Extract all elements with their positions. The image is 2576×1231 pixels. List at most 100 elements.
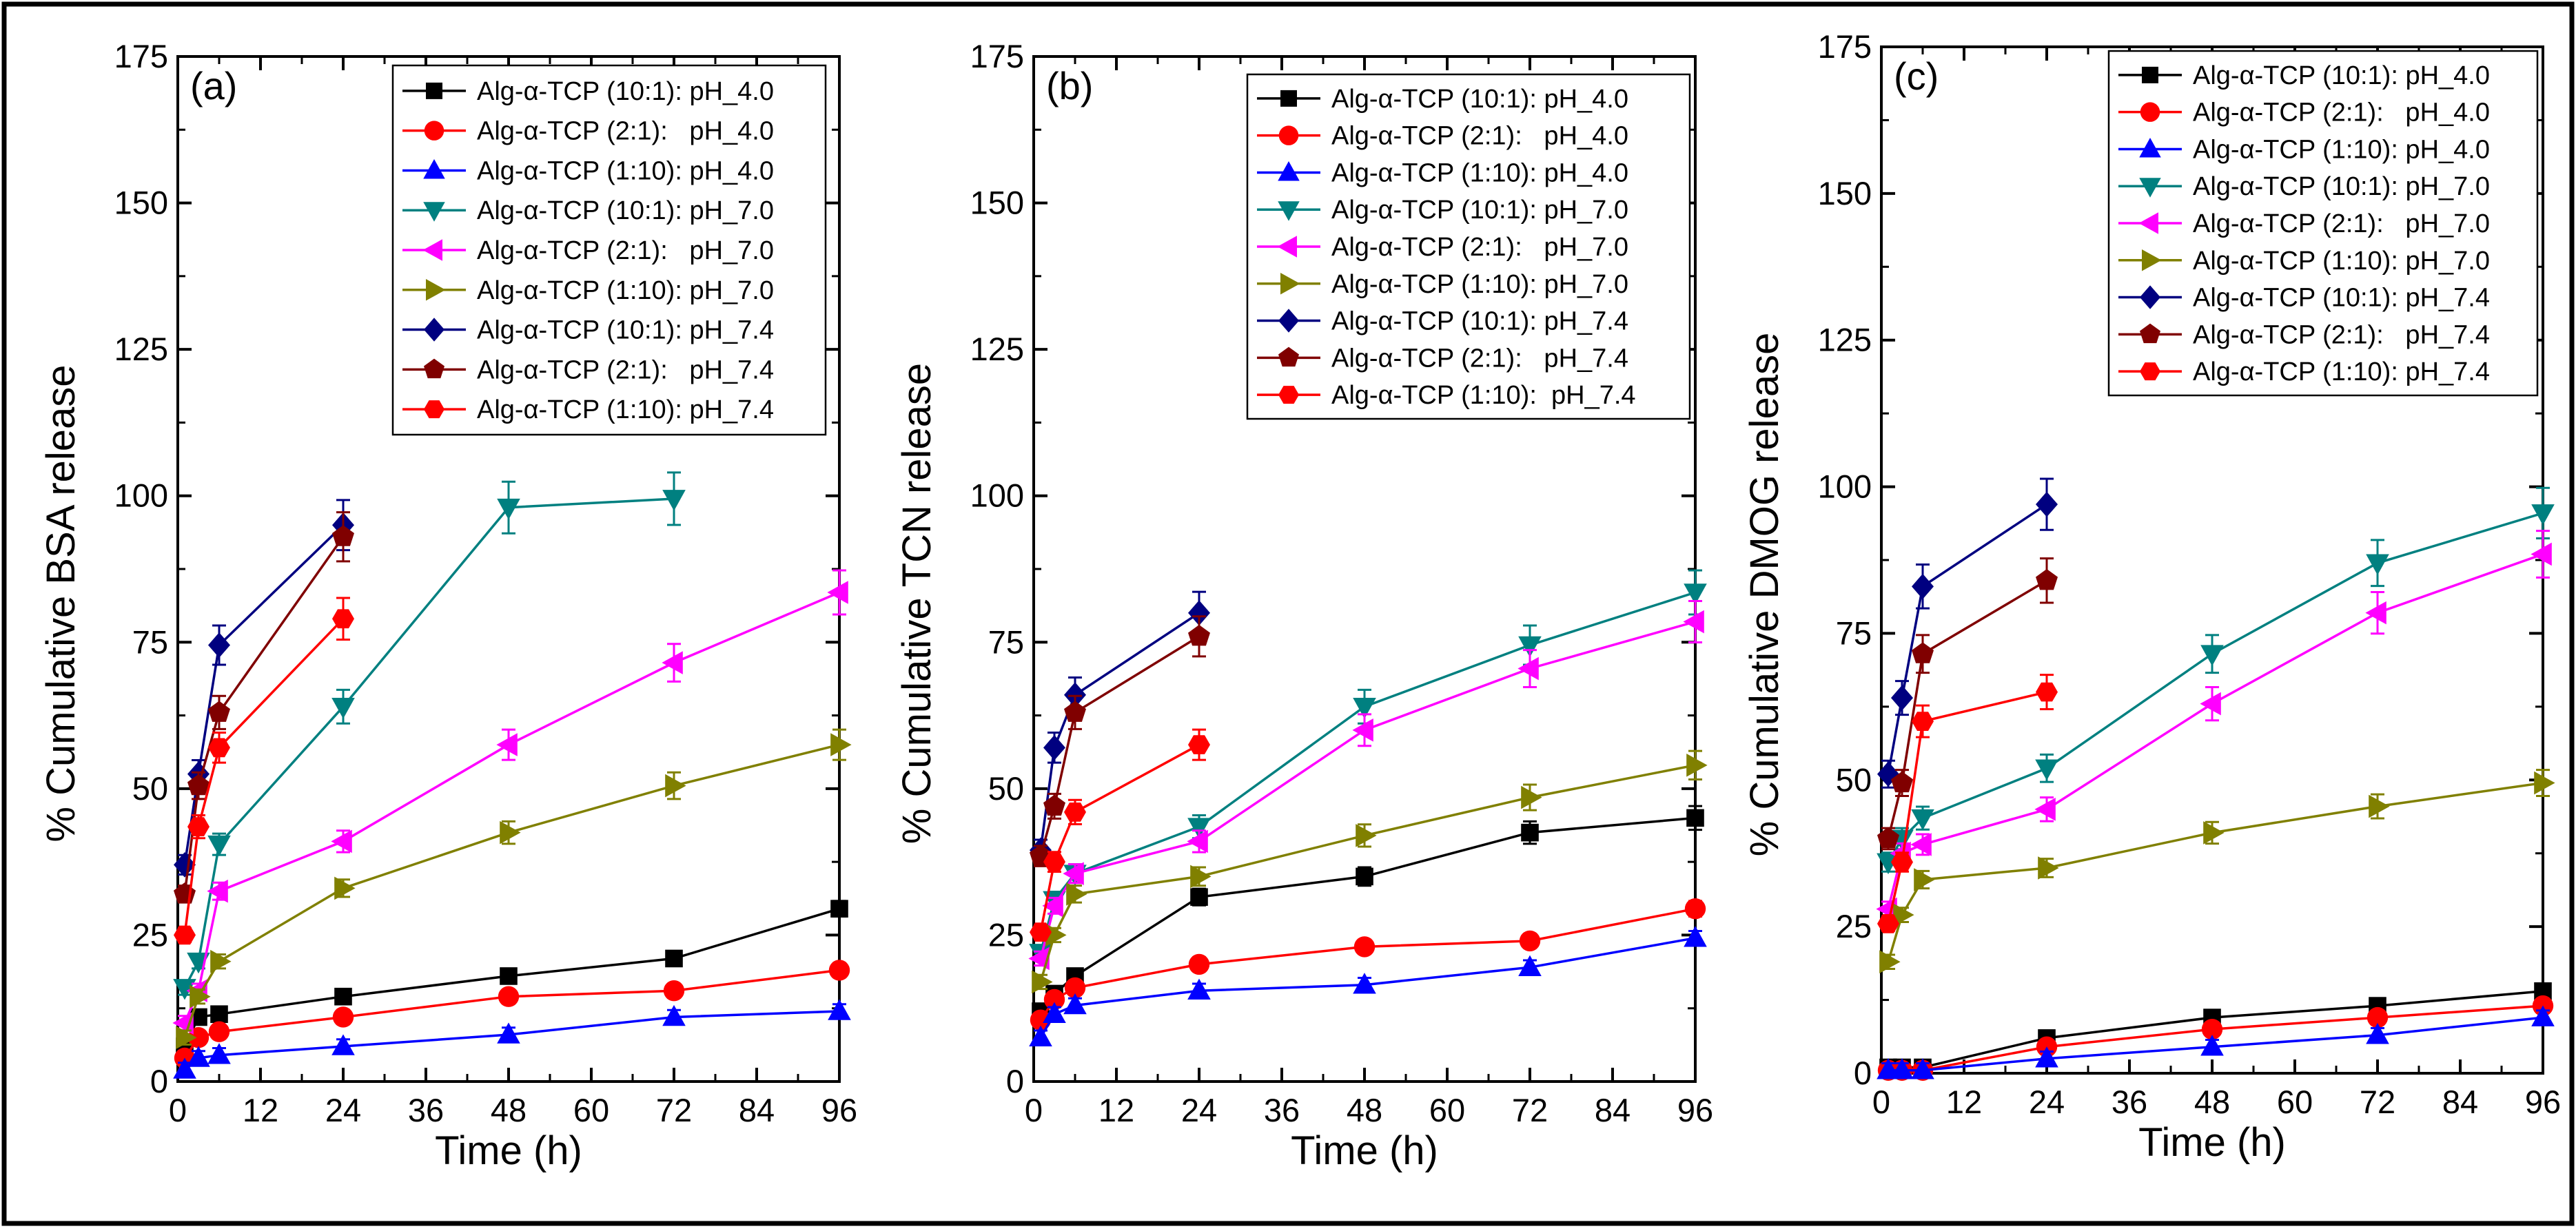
- x-tick-label: 0: [1872, 1084, 1890, 1120]
- data-point: [187, 817, 209, 836]
- series-3: [1877, 1005, 2555, 1079]
- data-point: [1187, 978, 1211, 1000]
- data-point: [1518, 636, 1542, 658]
- data-point: [1521, 823, 1539, 842]
- legend-marker: [2140, 285, 2160, 309]
- legend-marker: [2139, 178, 2161, 198]
- data-point: [1352, 718, 1373, 742]
- legend-marker: [1278, 161, 1300, 181]
- legend-marker: [426, 279, 446, 301]
- data-point: [500, 820, 521, 845]
- data-point: [331, 1034, 355, 1055]
- y-tick-label: 100: [114, 477, 168, 514]
- data-point: [2367, 1006, 2389, 1028]
- panel-a: 0 12 24 36 48 60 72 84 96 0 25 50 75 100 125 150 175 Time…: [39, 38, 857, 1173]
- x-tick-label: 36: [1264, 1092, 1300, 1128]
- data-point: [1684, 926, 1707, 947]
- data-point: [1891, 685, 1913, 711]
- data-point: [1910, 833, 1932, 856]
- data-point: [1028, 946, 1050, 971]
- legend-marker: [2140, 362, 2160, 381]
- data-point: [2036, 491, 2058, 517]
- y-tick-label: 75: [132, 623, 168, 660]
- x-axis-title: Time (h): [2138, 1120, 2286, 1165]
- y-tick-label: 175: [1818, 28, 1872, 65]
- data-point: [2531, 1005, 2555, 1026]
- series-3: [173, 999, 851, 1079]
- data-point: [1043, 989, 1065, 1011]
- data-point: [1891, 852, 1913, 872]
- x-tick-label: 84: [739, 1092, 775, 1128]
- data-point: [1042, 894, 1063, 918]
- data-point: [1877, 827, 1899, 848]
- data-point: [1043, 852, 1065, 871]
- data-point: [2036, 682, 2058, 702]
- data-point: [828, 960, 850, 981]
- data-point: [2200, 645, 2224, 666]
- data-point: [207, 835, 231, 857]
- y-tick-label: 175: [114, 38, 168, 74]
- data-point: [1912, 642, 1934, 663]
- series-9: [1030, 728, 1210, 942]
- data-point: [1063, 993, 1087, 1015]
- legend-marker: [2140, 323, 2160, 344]
- data-point: [1686, 754, 1708, 777]
- data-point: [1356, 824, 1377, 847]
- data-point: [208, 632, 230, 658]
- data-point: [1032, 970, 1053, 994]
- data-point: [1517, 656, 1539, 681]
- legend-entry-label: Alg-α-TCP (2:1): pH_4.0: [477, 117, 774, 146]
- data-point: [663, 980, 685, 1002]
- x-tick-label: 24: [2029, 1084, 2065, 1120]
- data-point: [662, 490, 686, 511]
- x-tick-label: 12: [1946, 1084, 1982, 1120]
- data-point: [1066, 882, 1087, 906]
- y-axis-title: % Cumulative TCN release: [895, 363, 939, 844]
- y-tick-label: 175: [970, 38, 1024, 74]
- panel-label: (a): [190, 64, 237, 107]
- y-tick-label: 75: [1836, 614, 1872, 651]
- data-point: [331, 829, 352, 854]
- series-9: [174, 597, 354, 945]
- data-point: [1063, 862, 1084, 885]
- data-point: [207, 1043, 231, 1064]
- x-tick-label: 12: [1098, 1092, 1134, 1128]
- data-point: [208, 738, 230, 758]
- data-point: [665, 949, 683, 968]
- y-tick-label: 25: [132, 916, 168, 953]
- x-tick-label: 96: [2525, 1084, 2561, 1120]
- y-tick-label: 50: [988, 770, 1024, 807]
- x-tick-label: 48: [1347, 1092, 1382, 1128]
- data-point: [662, 1004, 686, 1026]
- data-point: [1045, 923, 1067, 947]
- x-tick-label: 60: [573, 1092, 609, 1128]
- x-tick-label: 72: [2360, 1084, 2395, 1120]
- series-8: [174, 511, 354, 904]
- data-point: [334, 987, 352, 1006]
- series-line: [1039, 743, 1200, 933]
- data-point: [332, 1006, 354, 1028]
- legend-entry-label: Alg-α-TCP (1:10): pH_7.0: [1331, 270, 1628, 299]
- data-point: [1030, 922, 1052, 942]
- data-point: [1064, 803, 1086, 822]
- legend-marker: [426, 82, 442, 99]
- x-tick-label: 48: [491, 1092, 527, 1128]
- legend-marker: [1277, 236, 1297, 258]
- data-point: [500, 967, 518, 985]
- legend-marker: [2142, 66, 2158, 83]
- y-tick-label: 25: [1836, 908, 1872, 944]
- series-line: [1887, 503, 2047, 775]
- legend-entry-label: Alg-α-TCP (10:1): pH_4.0: [1331, 85, 1628, 114]
- data-point: [173, 979, 196, 1000]
- legend-marker: [424, 400, 444, 419]
- series-line: [1887, 579, 2047, 839]
- y-tick-label: 100: [970, 477, 1024, 514]
- series-9: [1877, 674, 2058, 933]
- legend-entry-label: Alg-α-TCP (2:1): pH_7.0: [2193, 209, 2490, 238]
- series-2: [1030, 898, 1706, 1031]
- legend-entry-label: Alg-α-TCP (2:1): pH_7.4: [1331, 344, 1628, 373]
- series-line: [183, 618, 345, 935]
- data-point: [1064, 977, 1086, 999]
- data-point: [665, 774, 686, 798]
